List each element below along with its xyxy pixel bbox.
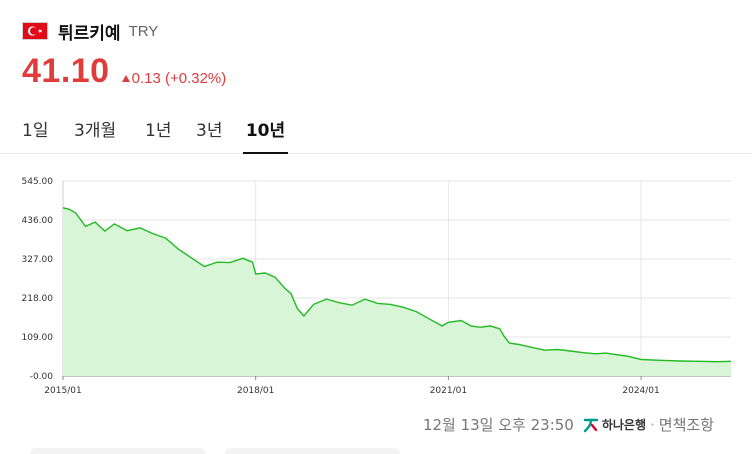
tab-3years[interactable]: 3년 [196, 121, 223, 141]
exchange-rate-value: 41.10 [22, 52, 110, 90]
chart-area-fill [63, 207, 731, 376]
y-tick-label: 436.00 [22, 216, 54, 226]
y-tick-label: 109.00 [22, 333, 54, 343]
tab-1day[interactable]: 1일 [22, 121, 49, 141]
hana-bank-logo: 하나은행 [582, 416, 646, 433]
tab-3months[interactable]: 3개월 [74, 121, 117, 141]
update-timestamp: 12월 13일 오후 23:50 [422, 416, 574, 434]
x-tick-label: 2024/01 [622, 386, 659, 396]
hana-bank-logo-icon [583, 418, 599, 432]
chart-series-line [62, 207, 732, 363]
y-tick-label: 327.00 [22, 255, 54, 265]
x-axis-ticks: 2015/01 2018/01 2021/01 2024/01 [44, 376, 660, 396]
price-change-text: 0.13 (+0.32%) [131, 70, 227, 87]
bank-name: 하나은행 [601, 418, 647, 432]
currency-name: 튀르키예 [58, 23, 121, 44]
price-change: 0.13 (+0.32%) [121, 70, 227, 87]
chart-footer: 12월 13일 오후 23:50 하나은행 · 면책조항 [423, 414, 714, 435]
tab-1year[interactable]: 1년 [145, 121, 172, 141]
disclaimer-link[interactable]: 면책조항 [658, 416, 714, 434]
currency-code: TRY [128, 22, 159, 40]
y-tick-label: 545.00 [22, 177, 54, 187]
y-tick-label: 218.00 [22, 294, 54, 304]
x-tick-label: 2021/01 [430, 386, 467, 396]
x-tick-label: 2015/01 [44, 386, 81, 396]
y-axis-ticks: 545.00 436.00 327.00 218.00 109.00 -0.00 [22, 177, 54, 382]
period-tabs: 1일 3개월 1년 3년 10년 [0, 112, 752, 154]
bottom-card [225, 448, 400, 454]
footer-separator: · [650, 415, 655, 434]
bottom-card [30, 448, 205, 454]
exchange-rate-chart[interactable]: 545.00 436.00 327.00 218.00 109.00 -0.00 2015… [0, 170, 752, 405]
price-row: 41.10 0.13 (+0.32%) [22, 52, 226, 91]
tab-10years[interactable]: 10년 [243, 116, 288, 154]
y-tick-label: -0.00 [30, 372, 54, 382]
triangle-up-icon [121, 75, 130, 82]
x-tick-label: 2018/01 [237, 386, 274, 396]
currency-header: 튀르키예 TRY [22, 18, 158, 44]
turkey-flag-icon [22, 22, 48, 40]
